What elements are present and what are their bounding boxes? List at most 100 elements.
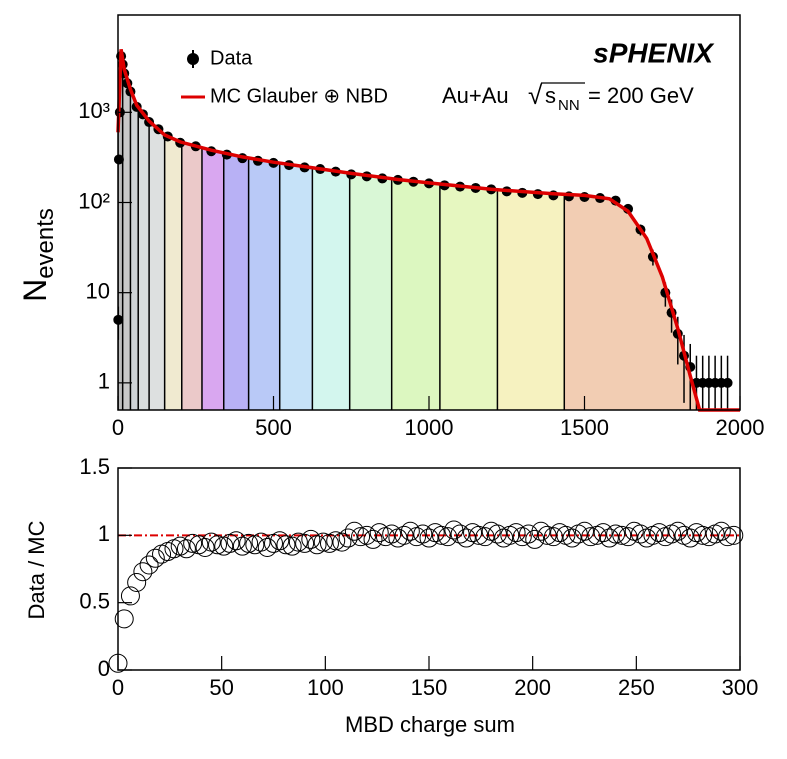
y-label-main: N bbox=[17, 279, 53, 302]
ratio-point bbox=[400, 521, 420, 541]
data-point bbox=[722, 377, 733, 388]
y-tick-label: 0.5 bbox=[79, 588, 110, 613]
ratio-point bbox=[413, 524, 433, 544]
ratio-point bbox=[301, 529, 321, 549]
centrality-band bbox=[201, 49, 224, 410]
centrality-band bbox=[181, 49, 202, 410]
x-axis-label: MBD charge sum bbox=[345, 712, 515, 737]
y-label-sub: events bbox=[32, 208, 59, 279]
ratio-point bbox=[469, 525, 489, 545]
data-point bbox=[113, 154, 124, 165]
ratio-point bbox=[176, 539, 196, 559]
centrality-band bbox=[130, 49, 139, 410]
ratio-point bbox=[711, 521, 731, 541]
ratio-point bbox=[351, 527, 371, 547]
x-tick-label: 2000 bbox=[716, 415, 765, 440]
ratio-point bbox=[581, 527, 601, 547]
band-layer bbox=[118, 49, 710, 410]
x-tick-label: 300 bbox=[722, 675, 759, 700]
ratio-point bbox=[456, 528, 476, 548]
ratio-point bbox=[575, 521, 594, 541]
y-tick-label: 10³ bbox=[78, 98, 110, 123]
centrality-band bbox=[497, 49, 565, 410]
centrality-band bbox=[439, 49, 498, 410]
y-tick-label: 10 bbox=[86, 278, 110, 303]
ratio-point bbox=[133, 562, 153, 582]
ratio-point bbox=[139, 555, 159, 575]
x-tick-label: 1500 bbox=[560, 415, 609, 440]
y-axis-label: Nevents bbox=[17, 208, 59, 302]
ratio-point bbox=[525, 529, 545, 549]
ratio-point bbox=[394, 525, 414, 545]
x-tick-label: 500 bbox=[255, 415, 292, 440]
ratio-point bbox=[599, 528, 619, 548]
ratio-point bbox=[612, 525, 632, 545]
ratio-point bbox=[606, 524, 626, 544]
legend-fit: MC Glauber ⊕ NBD bbox=[210, 85, 388, 107]
x-tick-label: 200 bbox=[514, 675, 551, 700]
centrality-band bbox=[564, 49, 709, 410]
ratio-point bbox=[506, 523, 526, 543]
experiment-label: sPHENIX bbox=[593, 37, 715, 68]
system-label: Au+Au bbox=[442, 83, 509, 108]
ratio-point bbox=[724, 525, 744, 545]
centrality-band bbox=[118, 49, 123, 410]
ratio-point bbox=[239, 533, 259, 553]
ratio-point bbox=[114, 609, 134, 629]
centrality-band bbox=[248, 49, 280, 410]
ratio-point bbox=[593, 523, 613, 543]
fit-line bbox=[116, 49, 740, 412]
ratio-point bbox=[226, 531, 246, 551]
y-tick-label: 1 bbox=[98, 369, 110, 394]
energy-root: √ bbox=[528, 80, 543, 110]
ratio-point bbox=[450, 524, 470, 544]
ratio-point bbox=[543, 527, 563, 547]
y-tick-label: 10² bbox=[78, 188, 110, 213]
centrality-band bbox=[164, 49, 182, 410]
ratio-point bbox=[519, 524, 539, 544]
y-tick-label: 0 bbox=[98, 656, 110, 681]
ratio-point bbox=[276, 535, 296, 555]
ratio-point bbox=[127, 572, 147, 592]
ratio-point bbox=[537, 525, 557, 545]
plot-frame bbox=[117, 467, 741, 671]
ratio-point bbox=[257, 537, 277, 557]
ratio-point bbox=[344, 521, 364, 541]
x-tick-label: 250 bbox=[618, 675, 655, 700]
ratio-point bbox=[282, 536, 302, 556]
ratio-point bbox=[618, 527, 638, 547]
centrality-band bbox=[149, 49, 165, 410]
centrality-band bbox=[223, 49, 249, 410]
centrality-band bbox=[391, 49, 440, 410]
ratio-point bbox=[419, 528, 439, 548]
ratio-point bbox=[438, 527, 458, 547]
energy-subscript: NN bbox=[558, 97, 580, 114]
centrality-band bbox=[312, 49, 350, 410]
ratio-point bbox=[431, 525, 451, 545]
x-tick-label: 50 bbox=[209, 675, 233, 700]
ratio-point bbox=[562, 528, 582, 548]
ratio-point bbox=[195, 537, 215, 557]
energy-symbol: s bbox=[545, 83, 556, 108]
ratio-point bbox=[668, 521, 688, 541]
ratio-point bbox=[475, 527, 495, 547]
ratio-point bbox=[357, 525, 377, 545]
ratio-point bbox=[338, 528, 358, 548]
legend-data: Data bbox=[210, 47, 253, 69]
y-tick-label: 1.5 bbox=[79, 454, 110, 479]
ratio-point bbox=[487, 524, 507, 544]
ratio-point bbox=[145, 548, 165, 568]
x-tick-label: 0 bbox=[112, 415, 124, 440]
x-tick-label: 100 bbox=[307, 675, 344, 700]
ratio-point bbox=[288, 532, 308, 552]
x-tick-label: 150 bbox=[411, 675, 448, 700]
ratio-point bbox=[313, 532, 333, 552]
ratio-point bbox=[120, 586, 140, 606]
ratio-point bbox=[680, 528, 700, 548]
ratio-point bbox=[270, 531, 290, 551]
ratio-point bbox=[382, 524, 402, 544]
centrality-band bbox=[349, 49, 392, 410]
ratio-point bbox=[363, 529, 383, 549]
